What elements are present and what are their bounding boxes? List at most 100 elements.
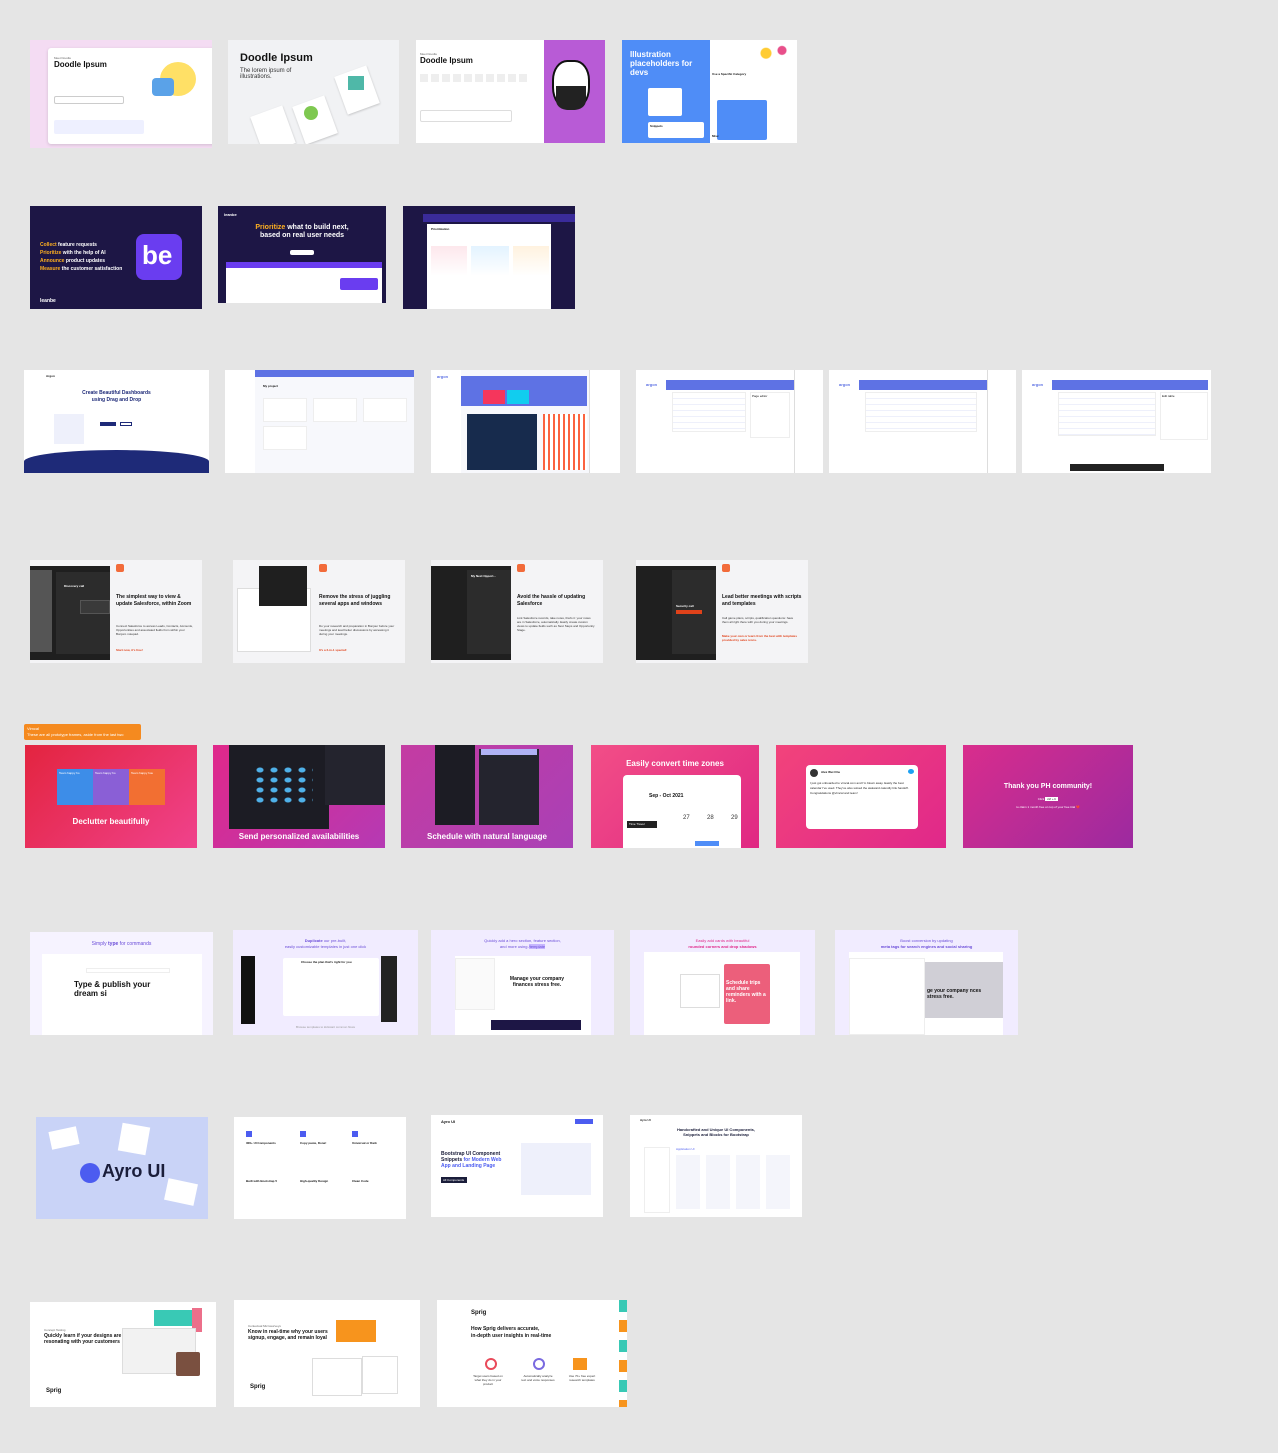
frame-vimcal-5[interactable]: Alex Wei Chu I just got onboarded to vim… — [776, 745, 946, 848]
frame-sprig-3[interactable]: Sprig How Sprig delivers accurate, in-de… — [437, 1300, 627, 1407]
day-2: 28 — [707, 815, 714, 821]
dark-strip — [491, 1020, 581, 1030]
brand: argon — [646, 382, 658, 387]
headline-1: Easily add cards with beautiful — [695, 938, 750, 943]
tooltip-body: These are all prototype frames, aside fr… — [27, 732, 124, 737]
brand: Argon — [46, 374, 55, 378]
title-2: using Drag and Drop — [91, 397, 142, 403]
frame-ayro-3[interactable]: Ayro UI Bootstrap UI Component Snippets … — [431, 1115, 603, 1217]
frame-zoom-1[interactable]: Discovery call The simplest way to view … — [30, 560, 202, 663]
frame-doodle-2[interactable]: Doodle Ipsum The lorem ipsum of illustra… — [228, 40, 399, 144]
options-row — [54, 96, 124, 104]
avatar-photo — [176, 1352, 200, 1376]
preview-text: ge your company nces stress free. — [927, 988, 982, 1000]
menu — [80, 600, 110, 614]
card-1 — [263, 398, 307, 422]
frame-leanbe-3[interactable]: Prioritization — [403, 206, 575, 309]
bar-chart — [543, 414, 587, 470]
frame-doodle-1[interactable]: Meet Doodle Doodle Ipsum — [30, 40, 212, 148]
misc-label: Misc — [712, 134, 719, 138]
frame-vimcal-2[interactable]: Send personalized availabilities — [213, 745, 385, 848]
feature-4: Built with Bootstrap 5 — [246, 1179, 277, 1183]
clock-illus — [304, 106, 318, 120]
frame-argon-3[interactable]: argon — [431, 370, 620, 473]
cta — [441, 1177, 467, 1183]
day-3: 29 — [731, 815, 738, 821]
sidebar — [225, 370, 255, 473]
frame-vimcal-4[interactable]: Easily convert time zones Sep - Oct 2021… — [591, 745, 759, 848]
card-2 — [313, 398, 357, 422]
illustration-figure — [152, 78, 174, 96]
caption: Schedule with natural language — [426, 832, 548, 841]
brand: Sprig — [471, 1310, 487, 1316]
frame-leanbe-1[interactable]: Collect feature requests Prioritize with… — [30, 206, 202, 309]
twitter-icon — [908, 769, 914, 774]
floating-card-1 — [48, 1126, 80, 1150]
input — [420, 110, 512, 122]
comment-tooltip[interactable]: Vimcal These are all prototype frames, a… — [24, 724, 141, 740]
tweet-card — [806, 765, 918, 829]
calendar — [435, 745, 475, 825]
frame-editor-5[interactable]: Boost conversion by updating meta tags f… — [835, 930, 1018, 1035]
frame-sprig-1[interactable]: Concept Testing Quickly learn if your de… — [30, 1302, 216, 1407]
frame-vimcal-6[interactable]: Thank you PH community! Click ctrl + b t… — [963, 745, 1133, 848]
feature-5: High-quality Design — [300, 1179, 329, 1183]
brand: Sprig — [250, 1384, 266, 1390]
headline-2: rounded corners and drop shadows — [688, 944, 757, 949]
logo — [116, 564, 124, 572]
topbar — [423, 214, 575, 222]
cta-label: All Components — [443, 1178, 465, 1182]
frame-sprig-2[interactable]: Contextual Microsurveys Know in real-tim… — [234, 1300, 420, 1407]
feature-2: Copy paste, Done! — [300, 1141, 327, 1145]
nav-cta — [575, 1119, 593, 1124]
icon-target — [485, 1358, 497, 1370]
frame-ayro-4[interactable]: Ayro UI Handcrafted and Unique UI Compon… — [630, 1115, 802, 1217]
floating-card-2 — [117, 1122, 151, 1156]
frame-ayro-2[interactable]: 300+ UI Components Copy paste, Done! Uni… — [234, 1117, 406, 1219]
feature-6: Clean Code — [352, 1179, 369, 1183]
popover — [325, 745, 385, 805]
card-3 — [363, 398, 407, 422]
frame-doodle-3[interactable]: Meet Doodle Doodle Ipsum — [416, 40, 605, 143]
be-logo — [136, 234, 182, 280]
frame-zoom-4[interactable]: Security call Lead better meetings with … — [636, 560, 808, 663]
nav-brand: leanbe — [224, 212, 237, 217]
line-chart — [467, 414, 537, 470]
card-illus — [648, 88, 682, 116]
blue-header — [666, 380, 794, 390]
frame-argon-1[interactable]: Argon Create Beautiful Dashboards using … — [24, 370, 209, 473]
card-title: Discovery call — [64, 584, 85, 588]
frame-editor-4[interactable]: Easily add cards with beautiful rounded … — [630, 930, 815, 1035]
headline-1: Handcrafted and Unique UI Components, — [676, 1127, 755, 1132]
red-highlight — [676, 610, 702, 614]
frame-ayro-1[interactable]: Ayro UI — [36, 1117, 208, 1219]
chart-1 — [431, 246, 467, 276]
frame-argon-6[interactable]: argon Edit table — [1022, 370, 1211, 473]
line-1: Click ctrl + b — [1037, 797, 1059, 801]
frame-vimcal-3[interactable]: Schedule with natural language — [401, 745, 573, 848]
frame-zoom-3[interactable]: My Next Opport... Avoid the hassle of up… — [431, 560, 603, 663]
title: Create Beautiful Dashboards — [82, 390, 151, 396]
title: Thank you PH community! — [1003, 783, 1093, 790]
ui-cards — [54, 414, 84, 444]
frame-vimcal-1[interactable]: Team happy ho Team happy ho Team happy h… — [25, 745, 197, 848]
frame-argon-2[interactable]: My project — [225, 370, 414, 473]
frame-leanbe-2[interactable]: leanbe Prioritize what to build next, ba… — [218, 206, 386, 303]
frame-zoom-2[interactable]: Remove the stress of juggling several ap… — [233, 560, 405, 663]
event-orange — [129, 769, 165, 805]
preview — [925, 962, 1003, 1018]
frame-editor-1[interactable]: Simply type for commands Type & publish … — [30, 932, 213, 1035]
be-logo-text: be — [142, 240, 173, 270]
brand: Ayro UI — [640, 1118, 651, 1122]
event-chip — [695, 841, 719, 846]
calendar-card — [623, 775, 741, 848]
small-card — [680, 974, 720, 1008]
frame-editor-2[interactable]: Duplicate our pre-built, easily customiz… — [233, 930, 418, 1035]
frame-editor-3[interactable]: Quickly add a hero section, feature sect… — [431, 930, 614, 1035]
frame-doodle-4[interactable]: Illustration placeholders for devs Snipp… — [622, 40, 797, 143]
feature-1: Target users based on what they do in yo… — [473, 1374, 503, 1386]
frame-argon-4[interactable]: argon Page editor — [636, 370, 823, 473]
orange-block — [336, 1320, 376, 1342]
frame-argon-5[interactable]: argon — [829, 370, 1016, 473]
